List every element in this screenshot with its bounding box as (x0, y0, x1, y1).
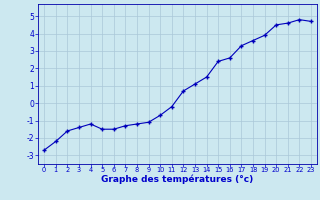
X-axis label: Graphe des températures (°c): Graphe des températures (°c) (101, 175, 254, 184)
